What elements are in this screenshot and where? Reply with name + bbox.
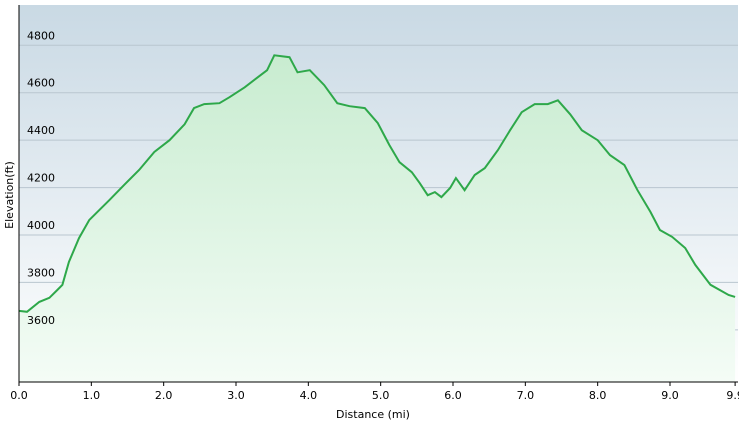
x-tick-label: 2.0 (155, 389, 173, 402)
x-tick-label: 6.0 (444, 389, 462, 402)
y-tick-label: 3600 (27, 314, 55, 327)
area-fill (19, 55, 736, 383)
x-tick-label: 0.0 (10, 389, 28, 402)
y-tick-label: 3800 (27, 266, 55, 279)
x-tick-label: 9.0 (661, 389, 679, 402)
y-tick-label: 4400 (27, 124, 55, 137)
x-tick-label: 3.0 (227, 389, 245, 402)
x-tick-label: 4.0 (300, 389, 318, 402)
x-axis-label: Distance (mi) (336, 408, 410, 421)
elevation-line (18, 54, 736, 313)
y-tick-label: 4600 (27, 77, 55, 90)
y-tick-label: 4800 (27, 29, 55, 42)
x-tick-label: 8.0 (589, 389, 607, 402)
x-tick-label: 1.0 (83, 389, 101, 402)
y-tick-label: 4000 (27, 219, 55, 232)
x-tick-label: 9.9 (726, 389, 739, 402)
y-axis-label: Elevation(ft) (3, 161, 16, 229)
x-tick-label: 7.0 (517, 389, 535, 402)
y-tick-label: 4200 (27, 172, 55, 185)
x-tick-label: 5.0 (372, 389, 390, 402)
